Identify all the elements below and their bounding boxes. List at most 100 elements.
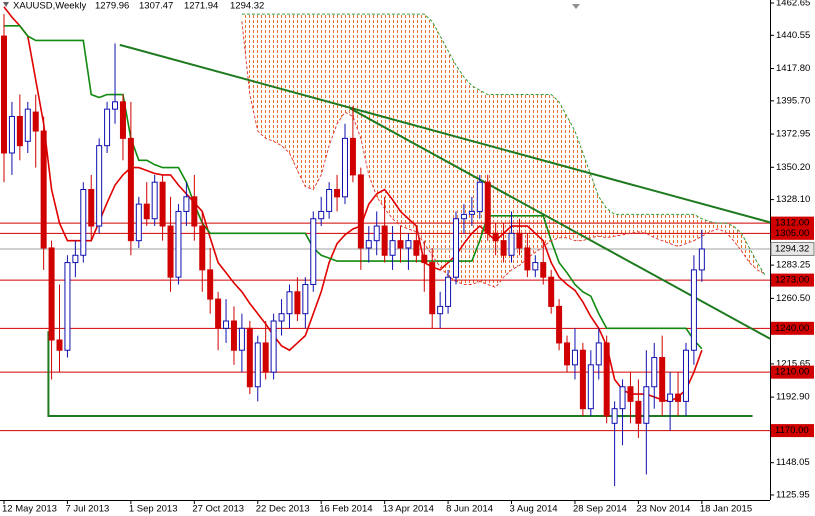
chart-title: XAUUSD,Weekly [13, 1, 86, 12]
candle-body [421, 254, 428, 264]
shift-marker [572, 4, 580, 9]
candle-body [429, 262, 436, 315]
candle-body [32, 111, 39, 132]
indicator-line [241, 21, 766, 289]
candle-body [603, 342, 610, 417]
candle-body [389, 240, 396, 256]
x-tick-label: 23 Nov 2014 [636, 504, 690, 515]
candle-body [175, 210, 182, 278]
x-tick-label: 1 Sep 2013 [129, 504, 178, 515]
candle-body [508, 232, 515, 256]
candle-body [270, 320, 277, 373]
candle-body [207, 269, 214, 300]
x-tick-label: 7 Jul 2013 [65, 504, 109, 515]
level-label: 1240.00 [775, 323, 809, 334]
level-label-box [771, 321, 814, 335]
current-price-label: 1294.32 [775, 243, 809, 254]
candle-body [397, 240, 404, 249]
y-tick-label: 1283.25 [776, 260, 810, 271]
candle-body [135, 203, 142, 242]
candle-body [159, 181, 166, 227]
candle-body [659, 357, 666, 402]
candle-body [191, 196, 198, 227]
candle-body [238, 327, 245, 351]
level-label-box [771, 365, 814, 379]
candle-body [556, 305, 563, 344]
header-low: 1271.94 [184, 1, 218, 12]
x-tick-label: 27 Oct 2013 [192, 504, 244, 515]
candle-body [119, 101, 126, 139]
indicator-line [4, 25, 703, 350]
current-price-box [770, 241, 815, 256]
ichimoku-cloud [241, 14, 766, 288]
candle-body [365, 240, 372, 249]
candle-body [595, 342, 602, 366]
x-tick-label: 8 Jun 2014 [446, 504, 493, 515]
candle-body [112, 101, 119, 110]
candle-body [80, 189, 87, 256]
candle-body [64, 262, 71, 351]
candle-body [262, 342, 269, 373]
candle-body [151, 181, 158, 220]
level-label: 1273.00 [775, 275, 809, 286]
candle-body [127, 137, 134, 242]
candle-body [437, 305, 444, 315]
candle-body [500, 240, 507, 256]
candle-body [453, 218, 460, 278]
candle-body [326, 189, 333, 212]
trend-line [47, 331, 753, 417]
y-tick-label: 1125.95 [776, 489, 810, 500]
candle-body [8, 115, 15, 154]
level-label: 1305.00 [775, 228, 809, 239]
candle-body [651, 357, 658, 388]
candle-body [524, 247, 531, 271]
candle-body [72, 254, 79, 264]
indicator-line [241, 13, 766, 276]
candle-body [667, 393, 674, 402]
candle-body [381, 225, 388, 256]
candle-body [294, 291, 301, 315]
level-label-box [771, 216, 814, 230]
candle-body [413, 240, 420, 256]
y-tick-label: 1350.20 [776, 162, 810, 173]
candle-body [1, 35, 7, 154]
candle-body [230, 320, 237, 351]
candle-body [357, 174, 364, 249]
candle-body [492, 232, 499, 242]
candle-body [215, 298, 222, 329]
candle-body [675, 393, 682, 402]
x-tick-label: 3 Aug 2014 [510, 504, 558, 515]
candle-body [334, 189, 341, 198]
candle-body [571, 349, 578, 366]
candle-body [698, 248, 705, 271]
y-tick-label: 1462.65 [776, 0, 810, 9]
trend-line [119, 43, 771, 224]
symbol-icon [3, 2, 9, 7]
candle-body [183, 196, 190, 212]
candle-body [349, 137, 356, 176]
candle-body [24, 108, 31, 142]
candle-body [40, 130, 47, 249]
candle-body [254, 342, 261, 388]
candle-body [540, 262, 547, 278]
candle-body [16, 115, 23, 147]
y-tick-label: 1372.95 [776, 129, 810, 140]
y-tick-label: 1215.65 [776, 358, 810, 369]
candle-body [532, 262, 539, 271]
level-label-box [771, 273, 814, 287]
candle-body [635, 400, 642, 424]
candle-body [627, 386, 634, 402]
candle-body [587, 364, 594, 410]
candle-body [682, 349, 689, 402]
x-tick-label: 18 Jan 2015 [700, 504, 752, 515]
candle-body [246, 327, 253, 388]
indicator-line [3, 6, 703, 403]
candle-body [548, 276, 555, 307]
candle-body [341, 137, 348, 198]
y-tick-label: 1328.10 [776, 194, 810, 205]
header-high: 1307.47 [139, 1, 173, 12]
level-label: 1312.00 [775, 218, 809, 229]
trend-line [349, 107, 771, 340]
x-tick-label: 13 Apr 2014 [383, 504, 434, 515]
y-tick-label: 1148.05 [776, 457, 810, 468]
